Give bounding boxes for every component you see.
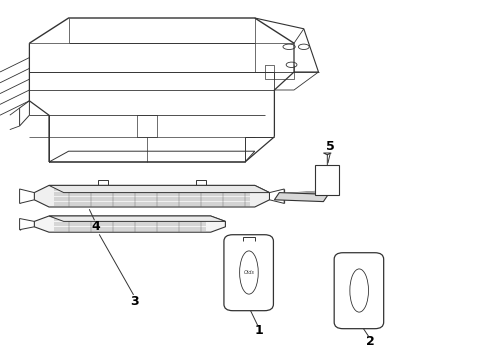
- Ellipse shape: [240, 251, 258, 294]
- Polygon shape: [49, 216, 225, 221]
- Text: 2: 2: [366, 335, 374, 348]
- Polygon shape: [270, 189, 284, 203]
- Polygon shape: [274, 193, 328, 202]
- Text: 5: 5: [326, 140, 335, 153]
- FancyBboxPatch shape: [224, 235, 273, 311]
- Text: 1: 1: [254, 324, 263, 337]
- Text: 4: 4: [91, 220, 100, 233]
- FancyBboxPatch shape: [334, 253, 384, 329]
- Text: 3: 3: [130, 295, 139, 308]
- Polygon shape: [49, 185, 270, 193]
- Polygon shape: [20, 219, 34, 230]
- Text: Olds: Olds: [244, 270, 254, 275]
- Polygon shape: [34, 216, 225, 232]
- Polygon shape: [34, 185, 270, 207]
- Polygon shape: [20, 189, 34, 203]
- Ellipse shape: [350, 269, 368, 312]
- FancyBboxPatch shape: [315, 165, 339, 195]
